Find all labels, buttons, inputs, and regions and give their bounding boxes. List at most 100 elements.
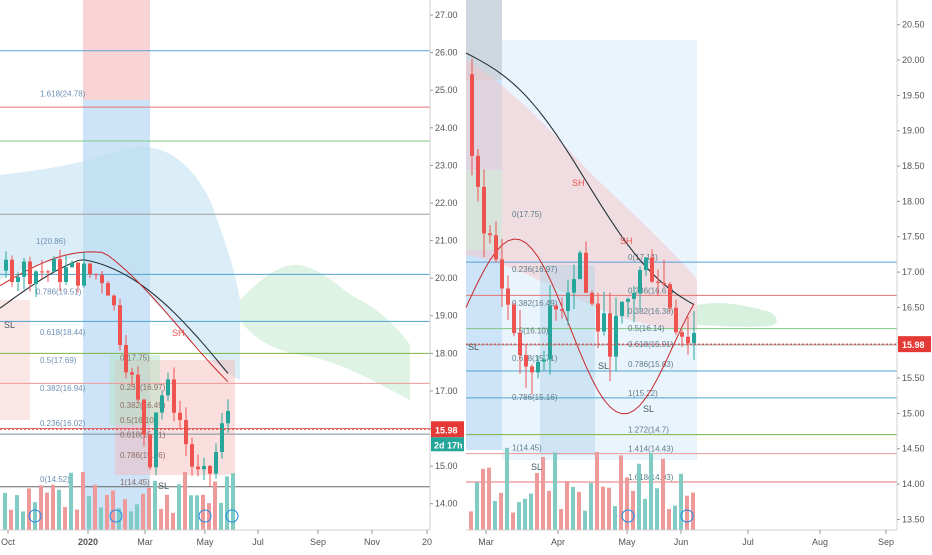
candle-body [626, 298, 630, 302]
candle-body [22, 261, 26, 277]
y-tick-label: 25.00 [435, 85, 458, 95]
volume-bar [207, 503, 211, 530]
volume-bar [165, 494, 169, 530]
y-tick-label: 17.00 [902, 267, 925, 277]
y-tick-label: 16.50 [902, 302, 925, 312]
fib-label: 0.5(16.10) [512, 327, 549, 336]
candle-body [208, 465, 212, 474]
volume-bar [219, 502, 223, 530]
y-tick-label: 27.00 [435, 10, 458, 20]
volume-bar [111, 490, 115, 530]
fib-label: 1.618(24.78) [40, 89, 86, 98]
candle-body [154, 412, 158, 468]
volume-bar [631, 490, 635, 530]
fib-label-secondary: 0.382(16.38) [628, 307, 674, 316]
y-tick-label: 17.00 [435, 386, 458, 396]
x-tick-label: Jul [252, 537, 264, 547]
candle-body [28, 261, 32, 284]
candle-body [662, 282, 666, 285]
volume-bar [69, 472, 73, 530]
candle-body [632, 293, 636, 299]
volume-bar [153, 480, 157, 530]
y-axis-background [430, 0, 465, 550]
candle-body [530, 366, 534, 373]
x-tick-label: 20 [422, 537, 432, 547]
candle-body [656, 281, 660, 283]
fib-label-secondary: 1.414(14.43) [628, 445, 674, 454]
volume-bar [619, 455, 623, 530]
fib-label-secondary: 0.236(16.67) [628, 286, 674, 295]
volume-bar [213, 481, 217, 530]
right-chart-panel: 0(17.75) 0.236(16.97) 0.382(16.49) 0.5(16.1… [465, 0, 932, 550]
volume-bar [27, 488, 31, 530]
candle-body [118, 305, 122, 345]
candle-body [572, 279, 576, 293]
candle-body [70, 262, 74, 268]
fib-label-secondary: 0(17.75) [120, 354, 150, 363]
candle-body [650, 257, 654, 282]
candle-body [82, 263, 86, 286]
y-tick-label: 18.00 [902, 196, 925, 206]
y-tick-label: 24.00 [435, 123, 458, 133]
volume-bar [141, 493, 145, 530]
y-tick-label: 17.50 [902, 232, 925, 242]
fib-label-secondary: 0.618(15.71) [120, 430, 166, 439]
volume-bar [21, 511, 25, 530]
volume-bar [493, 500, 497, 530]
last-price-tag [898, 336, 931, 353]
y-tick-label: 15.50 [902, 373, 925, 383]
fib-label: 0.236(16.97) [512, 265, 558, 274]
y-tick-label: 15.00 [435, 461, 458, 471]
y-axis: 14.0015.0016.0017.0018.0019.0020.0021.00… [429, 0, 465, 550]
y-tick-label: 20.00 [435, 273, 458, 283]
volume-bar [667, 508, 671, 530]
y-tick-label: 13.50 [902, 514, 925, 524]
candle-body [112, 295, 116, 306]
volume-bar [541, 456, 545, 530]
candle-body [608, 313, 612, 357]
candle-body [202, 465, 206, 470]
volume-bar [51, 484, 55, 530]
candle-body [160, 395, 164, 413]
volume-bar [565, 481, 569, 530]
volume-bar [655, 488, 659, 530]
x-tick-label: May [618, 537, 636, 547]
event-marker-icon [198, 509, 212, 523]
fib-label-secondary: 0.5(16.14) [628, 324, 665, 333]
volume-bar [81, 471, 85, 530]
y-tick-label: 19.50 [902, 90, 925, 100]
volume-bar [505, 447, 509, 530]
event-marker-icon [225, 509, 239, 523]
candle-body [178, 412, 182, 421]
candle-body [620, 301, 624, 316]
y-tick-label: 18.50 [902, 161, 925, 171]
fib-label-secondary: 0.236(16.97) [120, 383, 166, 392]
volume-bar [649, 452, 653, 530]
volume-bar [523, 498, 527, 530]
left-chart-panel: 1.618(24.78) 1(20.86) 0.786(19.51) 0.618(18… [0, 0, 465, 550]
fib-label-secondary: 1.272(14.7) [628, 426, 669, 435]
x-tick-label: Mar [478, 537, 494, 547]
volume-bar [691, 492, 695, 530]
ichimoku-cloud-green [240, 265, 410, 400]
volume-bar [117, 508, 121, 530]
volume-bar [105, 494, 109, 530]
event-marker-icon [28, 509, 42, 523]
volume-bar [517, 502, 521, 530]
volume-bar [33, 502, 37, 530]
candle-body [214, 451, 218, 474]
volume-bar [147, 487, 151, 530]
x-tick-label: May [196, 537, 214, 547]
volume-bar [535, 473, 539, 530]
countdown-tag [431, 437, 464, 452]
candle-body [638, 270, 642, 294]
y-tick-label: 18.00 [435, 348, 458, 358]
fib-label: 0.786(15.16) [512, 393, 558, 402]
y-tick-label: 20.00 [902, 55, 925, 65]
volume-bar [643, 498, 647, 530]
fib-label-secondary: 0.5(16.10) [120, 416, 157, 425]
volume-bar [183, 472, 187, 530]
volume-bar [39, 485, 43, 530]
volume-bar [487, 467, 491, 530]
